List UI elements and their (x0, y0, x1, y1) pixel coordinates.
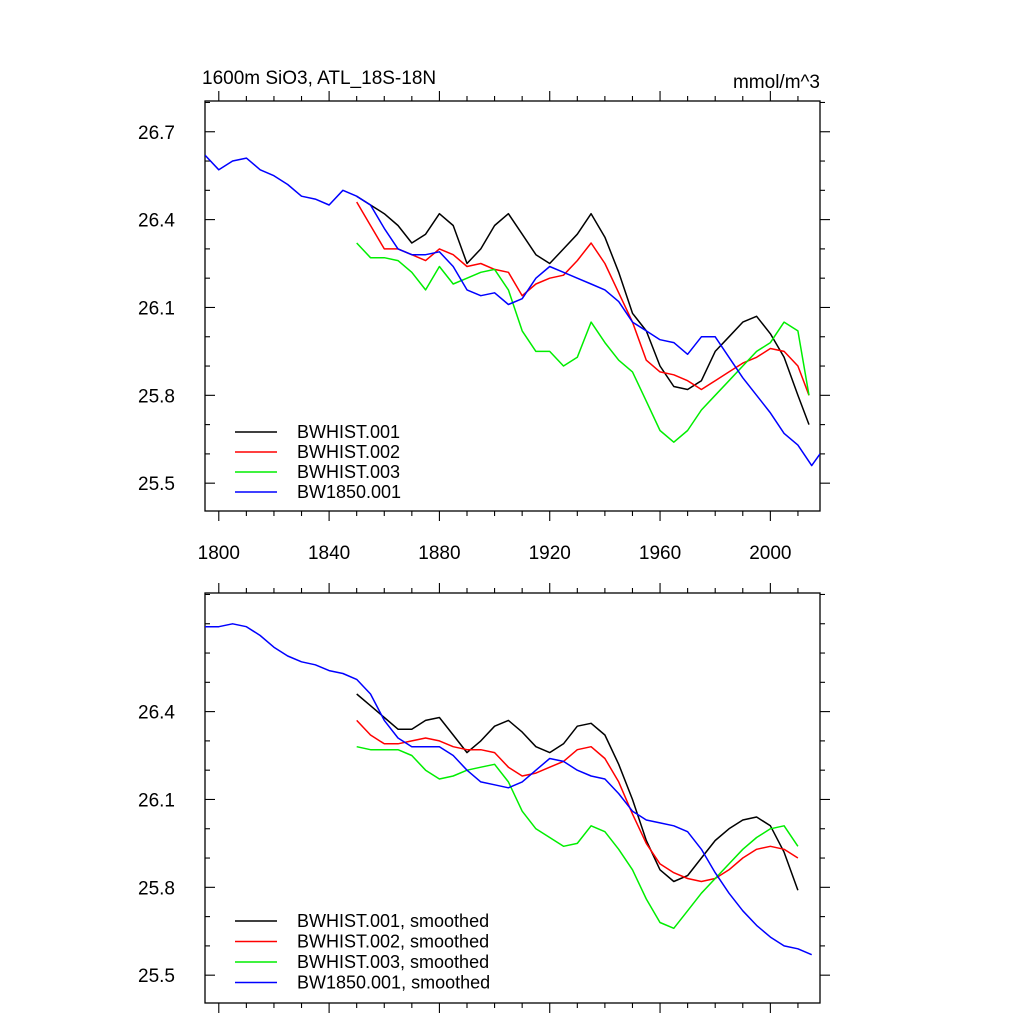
top-x-tick-label: 1840 (308, 543, 350, 564)
bottom-series-bwhist-002 (356, 719, 799, 883)
bottom-series-bwhist-001 (356, 693, 799, 891)
bottom-series-bwhist-003 (356, 745, 799, 930)
top-series-bw1850-001 (205, 154, 820, 467)
top-plot-frame (204, 100, 821, 512)
bottom-y-tick-label: 26.1 (138, 790, 175, 811)
top-y-tick-label: 25.8 (138, 386, 175, 407)
units-label: mmol/m^3 (733, 72, 820, 93)
top-y-tick-label: 26.1 (138, 298, 175, 319)
top-x-tick-label: 1800 (198, 543, 240, 564)
top-y-tick-label: 26.7 (138, 123, 175, 144)
top-series-bwhist-003 (356, 242, 810, 443)
top-x-tick-label: 1880 (418, 543, 460, 564)
top-series-bwhist-002 (356, 201, 810, 396)
bottom-legend-label: BWHIST.001, smoothed (297, 911, 489, 931)
top-legend-label: BWHIST.003 (297, 462, 400, 482)
top-x-tick-label: 2000 (749, 543, 791, 564)
bottom-y-tick-label: 25.5 (138, 966, 175, 987)
bottom-legend-label: BWHIST.003, smoothed (297, 952, 489, 972)
top-y-tick-label: 25.5 (138, 474, 175, 495)
bottom-y-tick-label: 25.8 (138, 878, 175, 899)
bottom-legend-label: BW1850.001, smoothed (297, 973, 490, 993)
top-y-tick-label: 26.4 (138, 211, 175, 232)
bottom-plot-frame (204, 592, 821, 1004)
top-series-bwhist-001 (356, 195, 810, 425)
top-x-tick-label: 1920 (529, 543, 571, 564)
bottom-series-bw1850-001 (205, 623, 812, 956)
chart-title: 1600m SiO3, ATL_18S-18N (202, 68, 436, 89)
bottom-y-tick-label: 26.4 (138, 703, 175, 724)
top-x-tick-label: 1960 (639, 543, 681, 564)
top-panel: 1800 1840 1880 1920 1960 2000 25.5 25.8 26.1 26.4… (138, 91, 830, 564)
top-legend-label: BWHIST.002 (297, 442, 400, 462)
top-legend-label: BW1850.001 (297, 482, 401, 502)
bottom-legend-label: BWHIST.002, smoothed (297, 932, 489, 952)
top-legend-label: BWHIST.001 (297, 422, 400, 442)
